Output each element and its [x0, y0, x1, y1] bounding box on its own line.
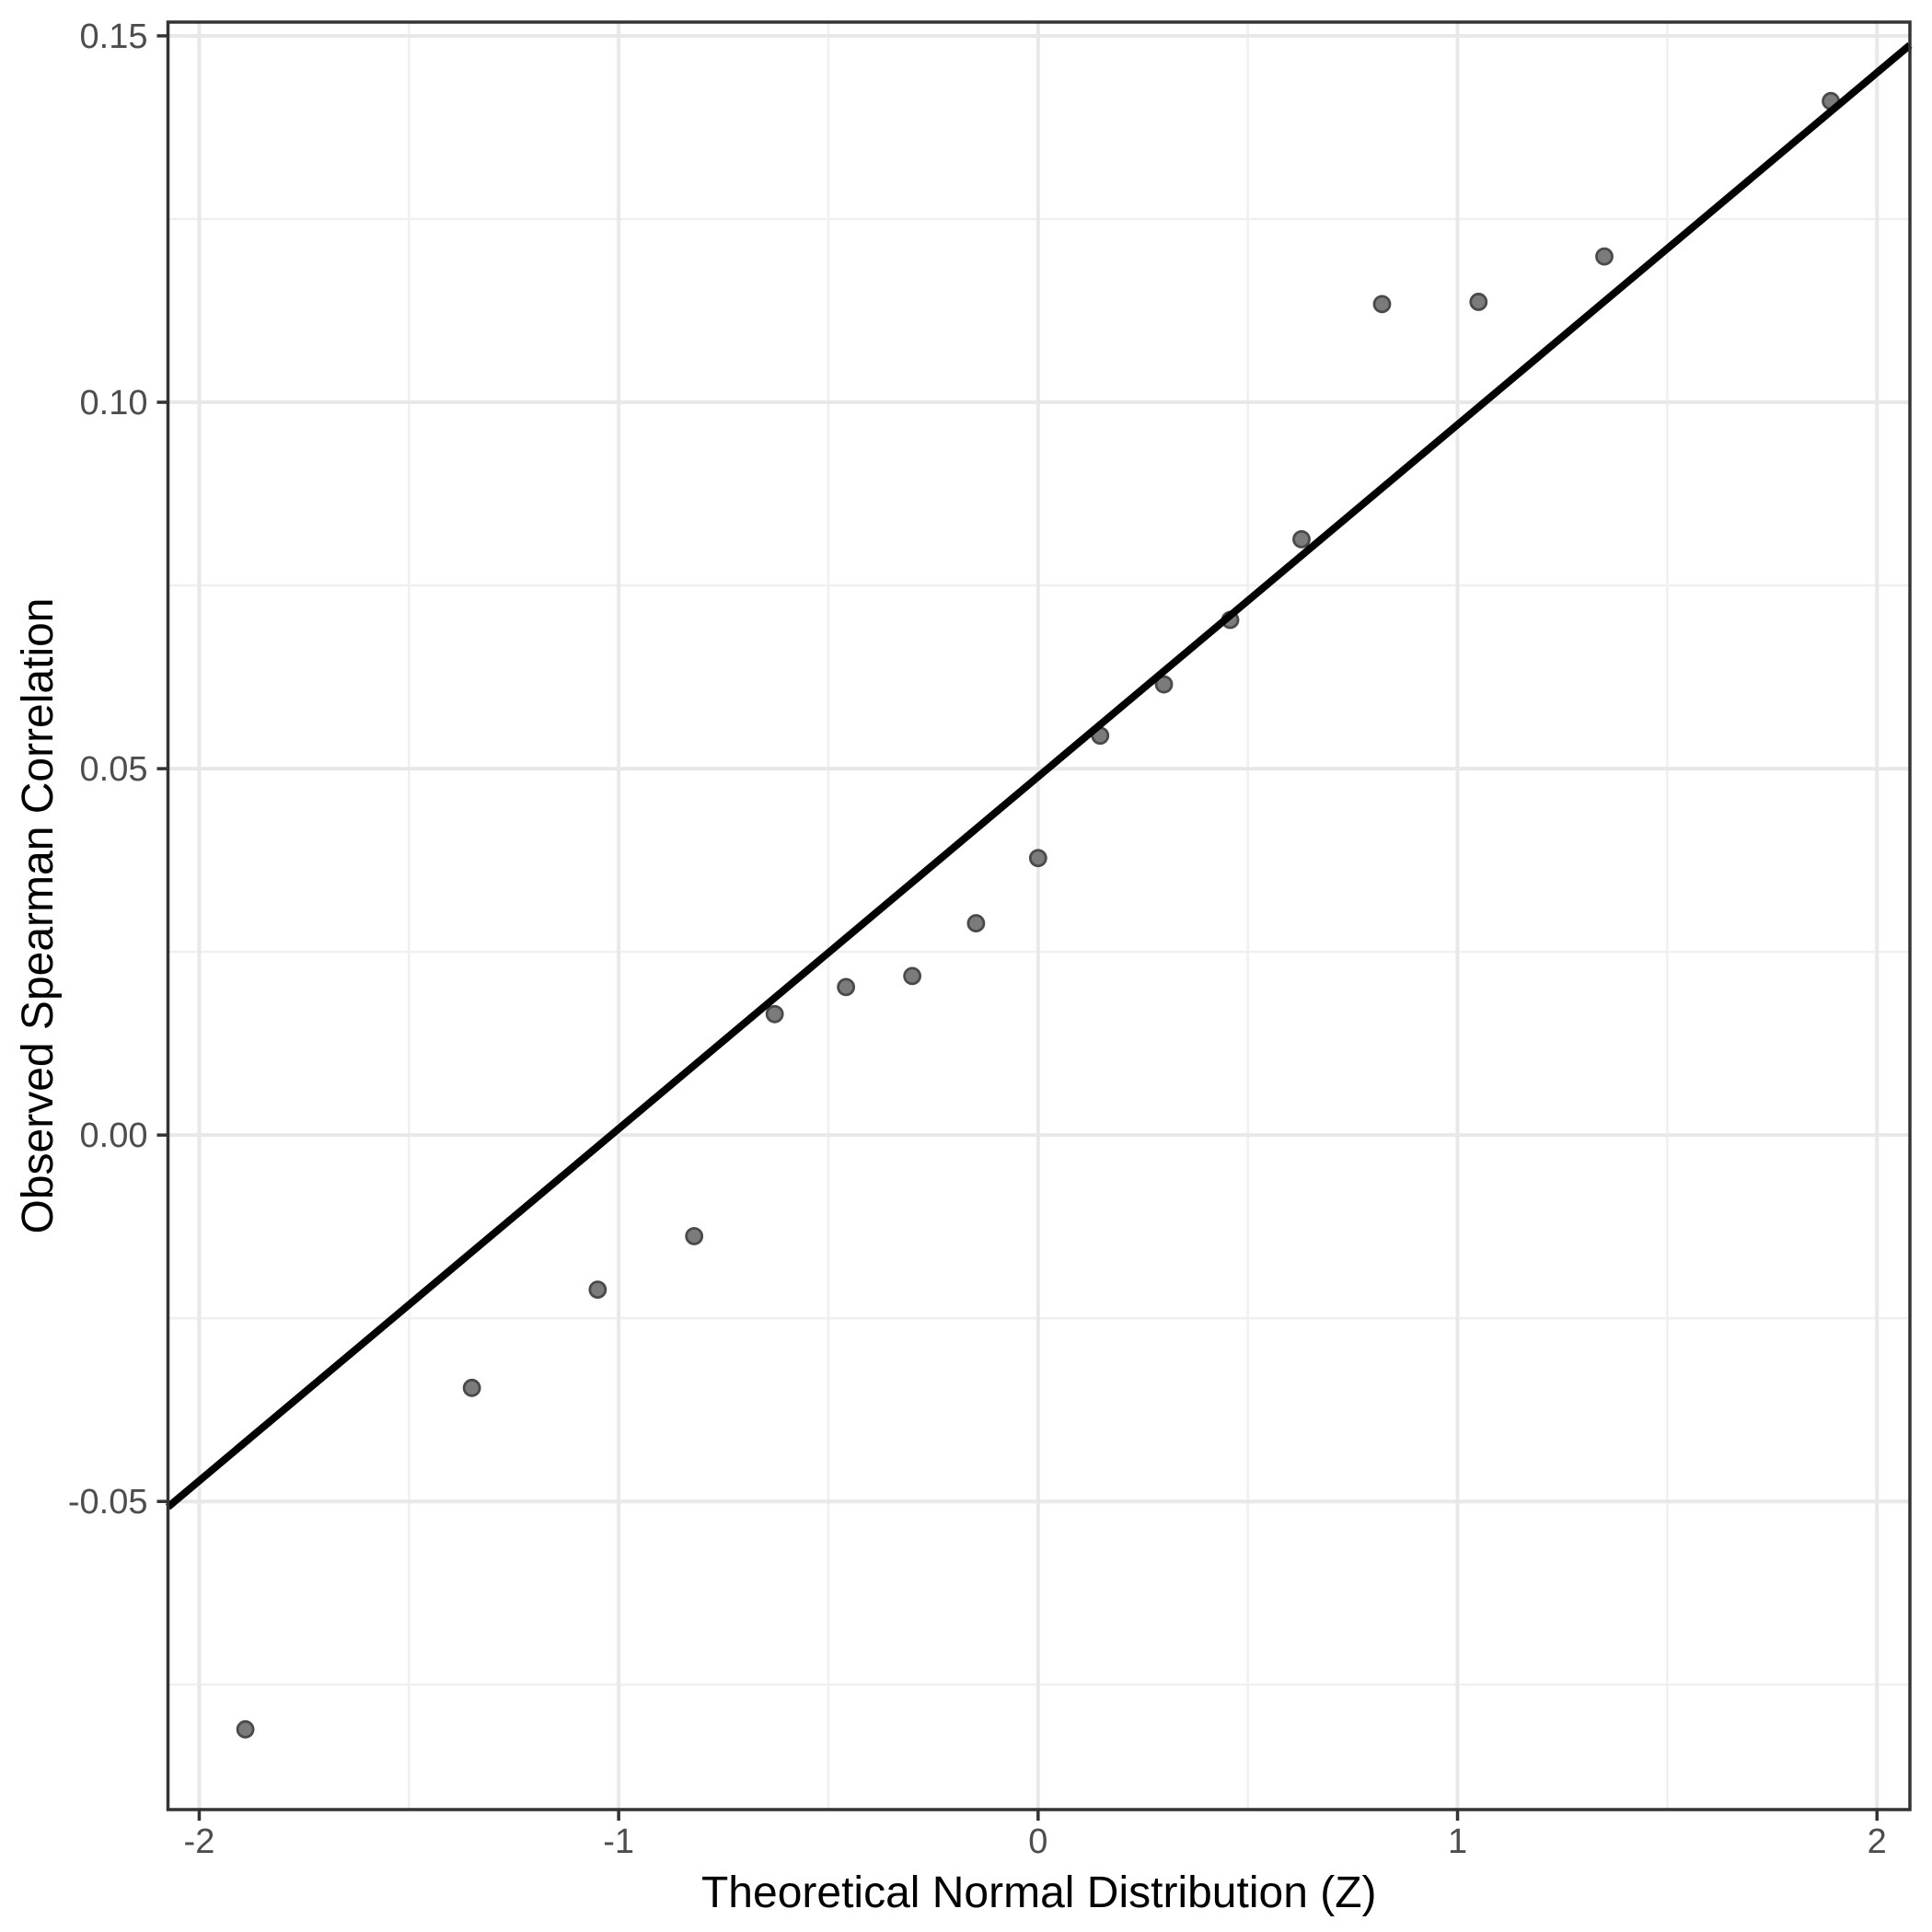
- y-tick-label-0: 0.15: [80, 17, 148, 56]
- scatter-point-4: [765, 1004, 784, 1024]
- scatter-point-1: [462, 1378, 481, 1397]
- y-tick-label-3: 0.00: [80, 1116, 148, 1155]
- scatter-point-6: [903, 966, 922, 986]
- x-tick-labels: -2 -1 0 1 2: [184, 1822, 1887, 1861]
- x-tick-label-1: -1: [603, 1822, 634, 1861]
- scatter-point-8: [1028, 849, 1047, 868]
- x-tick-label-2: 0: [1028, 1822, 1047, 1861]
- y-tick-label-4: -0.05: [68, 1483, 148, 1521]
- scatter-point-2: [588, 1280, 607, 1300]
- scatter-point-10: [1154, 675, 1174, 694]
- y-tick-label-1: 0.10: [80, 384, 148, 422]
- y-tick-labels: 0.15 0.10 0.05 0.00 -0.05: [68, 17, 148, 1521]
- x-axis-title: Theoretical Normal Distribution (Z): [701, 1868, 1377, 1917]
- scatter-point-14: [1469, 293, 1488, 311]
- qq-reference-line: [165, 41, 1913, 1510]
- scatter-points-layer: [236, 91, 1841, 1739]
- scatter-point-3: [685, 1227, 704, 1245]
- x-tick-label-4: 2: [1868, 1822, 1887, 1861]
- x-tick-label-3: 1: [1448, 1822, 1467, 1861]
- axis-tick-marks: [156, 34, 1879, 1821]
- y-tick-label-2: 0.05: [80, 750, 148, 789]
- scatter-point-5: [837, 978, 856, 997]
- scatter-point-0: [236, 1719, 255, 1739]
- scatter-point-12: [1292, 530, 1311, 549]
- reference-line-layer: [165, 41, 1913, 1510]
- y-axis-title: Observed Spearman Correlation: [14, 597, 63, 1233]
- scatter-point-13: [1372, 295, 1392, 314]
- x-tick-label-0: -2: [184, 1822, 215, 1861]
- scatter-point-15: [1595, 247, 1614, 266]
- grid-major-lines: [168, 22, 1910, 1810]
- scatter-point-7: [966, 914, 986, 932]
